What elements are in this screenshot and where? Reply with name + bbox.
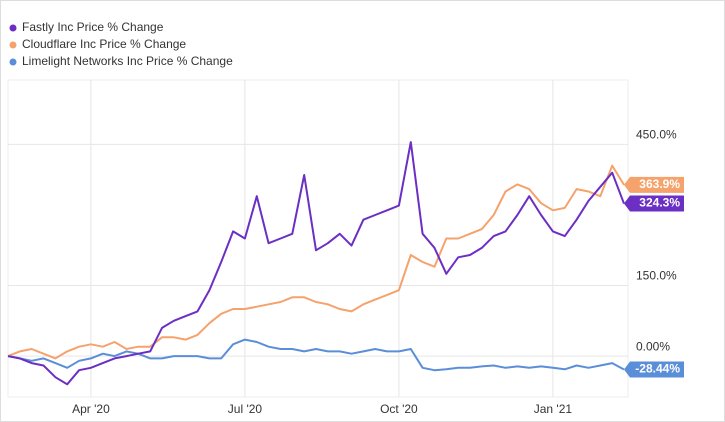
y-tick-label: 0.00% [636, 339, 670, 353]
y-tick-label: 450.0% [636, 128, 677, 142]
end-tag-label: -28.44% [635, 362, 680, 376]
end-tag [624, 176, 684, 193]
legend-marker [9, 58, 17, 66]
end-tag [624, 195, 684, 212]
x-tick-label: Jul '20 [228, 402, 263, 416]
x-tick-label: Oct '20 [380, 402, 418, 416]
legend-marker [9, 41, 17, 49]
legend-marker [9, 24, 17, 32]
x-tick-label: Apr '20 [72, 402, 110, 416]
x-tick-label: Jan '21 [534, 402, 573, 416]
series-line [7, 141, 625, 386]
series-line [7, 338, 625, 372]
series-line [7, 164, 625, 360]
end-tag [624, 361, 684, 378]
end-tag-label: 363.9% [639, 177, 680, 191]
legend-label: Cloudflare Inc Price % Change [22, 37, 186, 51]
plot-area [7, 79, 629, 398]
y-tick-label: 150.0% [636, 269, 677, 283]
end-tag-label: 324.3% [639, 196, 680, 210]
legend-label: Fastly Inc Price % Change [22, 20, 164, 34]
legend-label: Limelight Networks Inc Price % Change [22, 54, 233, 68]
